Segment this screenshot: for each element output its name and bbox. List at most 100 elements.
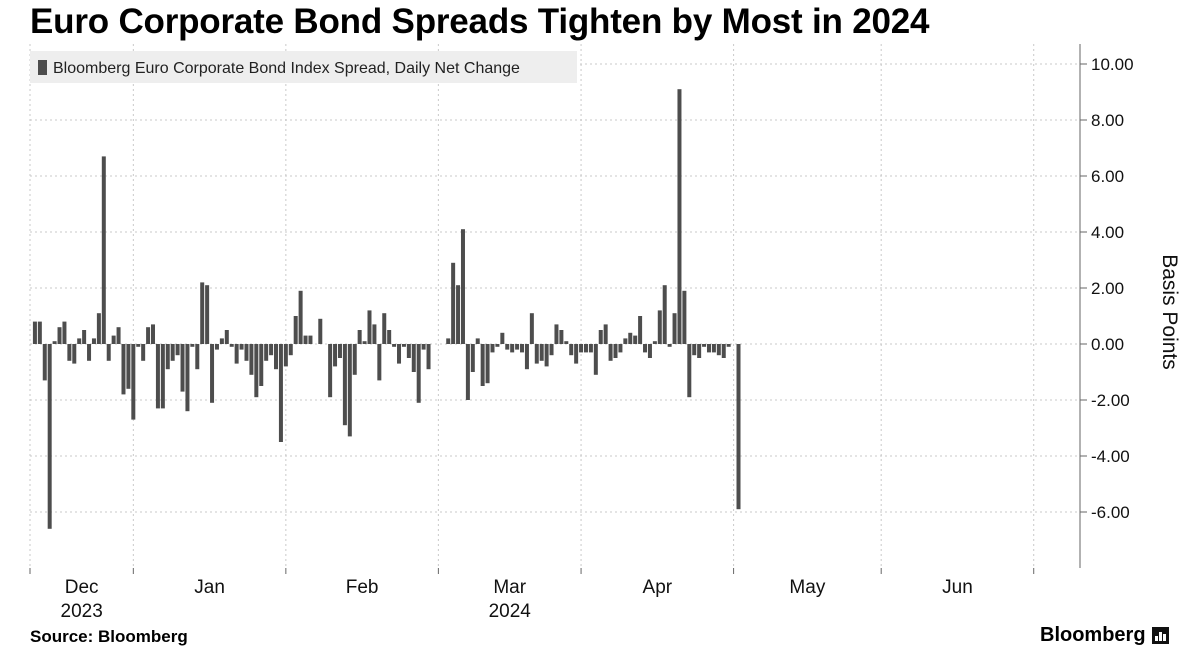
bar <box>72 344 77 364</box>
bar <box>549 344 554 356</box>
bar <box>579 344 584 353</box>
bar <box>205 285 210 344</box>
bar <box>623 338 628 344</box>
bar <box>32 321 37 344</box>
bar <box>288 344 293 356</box>
bar <box>195 344 200 370</box>
bar <box>534 344 539 364</box>
x-year-label: 2024 <box>489 601 532 622</box>
bar <box>42 344 47 381</box>
bar <box>406 344 411 358</box>
chart-title: Euro Corporate Bond Spreads Tighten by M… <box>30 2 930 41</box>
bar <box>146 327 151 344</box>
bar <box>603 324 608 344</box>
bar <box>303 335 308 344</box>
bar <box>57 327 62 344</box>
y-tick-label: -4.00 <box>1091 447 1130 466</box>
x-year-label: 2023 <box>61 601 103 622</box>
bar <box>116 327 121 344</box>
bar <box>505 344 510 350</box>
bar <box>219 338 224 344</box>
bar <box>47 344 52 529</box>
bar <box>662 285 667 344</box>
bar-series <box>32 89 741 529</box>
legend: Bloomberg Euro Corporate Bond Index Spre… <box>30 51 577 83</box>
y-axis-label: Basis Points <box>1158 254 1181 370</box>
bar <box>618 344 623 353</box>
bar <box>613 344 618 358</box>
bar <box>298 290 303 344</box>
bar <box>588 344 593 353</box>
bar <box>490 344 495 353</box>
source-note: Source: Bloomberg <box>30 627 188 646</box>
y-tick-label: 6.00 <box>1091 167 1124 186</box>
bar <box>175 344 180 356</box>
legend-swatch <box>38 60 47 75</box>
bar <box>274 344 279 370</box>
bar <box>716 344 721 356</box>
bar <box>411 344 416 372</box>
bloomberg-logo: Bloomberg <box>1040 624 1169 647</box>
bar <box>229 344 234 347</box>
bar <box>392 344 397 347</box>
bar <box>67 344 72 361</box>
bar <box>643 344 648 353</box>
x-month-label: Dec <box>65 577 99 598</box>
bar <box>598 330 603 344</box>
bar <box>593 344 598 375</box>
bar <box>736 344 741 510</box>
bar <box>426 344 431 370</box>
bar <box>401 344 406 347</box>
bar <box>682 290 687 344</box>
bar <box>726 344 731 347</box>
bar <box>87 344 92 361</box>
legend-label: Bloomberg Euro Corporate Bond Index Spre… <box>53 60 520 77</box>
bar <box>121 344 126 395</box>
bar <box>706 344 711 353</box>
bar <box>460 229 465 344</box>
bar <box>515 344 520 350</box>
bar <box>421 344 426 350</box>
bar <box>554 324 559 344</box>
bar <box>559 330 564 344</box>
y-axis: 10.00 8.00 6.00 4.00 2.00 0.00 -2.00 -4.00 -6.00 <box>1079 44 1134 568</box>
bar <box>141 344 146 361</box>
bar <box>711 344 716 353</box>
bar <box>185 344 190 412</box>
bar <box>574 344 579 364</box>
bar <box>475 338 480 344</box>
bar <box>214 344 219 350</box>
bar <box>155 344 160 409</box>
bar <box>672 313 677 344</box>
bar <box>62 321 67 344</box>
bar <box>318 318 323 344</box>
bar <box>101 156 106 344</box>
bar <box>337 344 342 358</box>
bar <box>293 316 298 344</box>
bar <box>278 344 283 442</box>
bar <box>165 344 170 370</box>
bar <box>416 344 421 403</box>
bar <box>638 316 643 344</box>
bar <box>328 344 333 398</box>
bar <box>190 344 195 347</box>
bar <box>539 344 544 361</box>
bar <box>347 344 352 437</box>
bar <box>495 344 500 347</box>
bar <box>210 344 215 403</box>
bar <box>485 344 490 384</box>
bar <box>628 332 633 344</box>
y-tick-label: 2.00 <box>1091 279 1124 298</box>
bar <box>608 344 613 361</box>
bar <box>500 332 505 344</box>
bar <box>136 344 141 347</box>
bar <box>82 330 87 344</box>
legend-background <box>30 51 577 83</box>
bloomberg-terminal-icon <box>1151 627 1169 644</box>
bar <box>244 344 249 361</box>
bar <box>652 341 657 344</box>
x-month-label: Mar <box>493 577 526 598</box>
bar <box>470 344 475 372</box>
bar <box>352 344 357 375</box>
